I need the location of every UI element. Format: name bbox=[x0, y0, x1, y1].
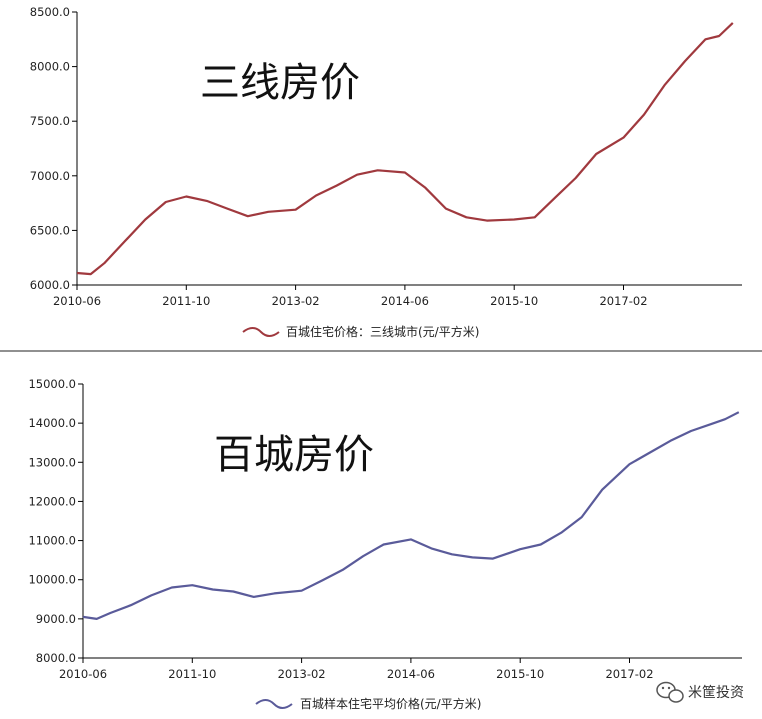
chart-hundred-city-prices: 8000.0 9000.0 10000.0 11000.0 12000.0 13000.0… bbox=[28, 377, 742, 711]
x-tick-label: 2015-10 bbox=[496, 667, 544, 681]
watermark: 米筐投资 bbox=[656, 681, 744, 703]
x-tick-label: 2017-02 bbox=[605, 667, 653, 681]
x-tick-label: 2010-06 bbox=[53, 294, 101, 308]
y-tick-label: 12000.0 bbox=[28, 494, 76, 508]
x-tick-label: 2014-06 bbox=[387, 667, 435, 681]
y-tick-label: 8000.0 bbox=[36, 651, 76, 665]
y-ticks: 6000.0 6500.0 7000.0 7500.0 8000.0 8500.0 bbox=[30, 5, 77, 292]
y-tick-label: 14000.0 bbox=[28, 416, 76, 430]
watermark-text: 米筐投资 bbox=[688, 684, 744, 701]
y-tick-label: 7500.0 bbox=[30, 114, 70, 128]
y-tick-label: 13000.0 bbox=[28, 455, 76, 469]
x-tick-label: 2010-06 bbox=[59, 667, 107, 681]
y-tick-label: 11000.0 bbox=[28, 534, 76, 548]
x-ticks: 2010-06 2011-10 2013-02 2014-06 2015-10 2017-… bbox=[59, 658, 654, 681]
x-tick-label: 2017-02 bbox=[599, 294, 647, 308]
x-tick-label: 2013-02 bbox=[272, 294, 320, 308]
x-tick-label: 2014-06 bbox=[381, 294, 429, 308]
y-tick-label: 9000.0 bbox=[36, 612, 76, 626]
legend: 百城样本住宅平均价格(元/平方米) bbox=[255, 696, 481, 711]
x-tick-label: 2011-10 bbox=[168, 667, 216, 681]
chart-title-hundred-city: 百城房价 bbox=[214, 432, 374, 478]
x-tick-label: 2015-10 bbox=[490, 294, 538, 308]
y-tick-label: 6000.0 bbox=[30, 278, 70, 292]
y-tick-label: 7000.0 bbox=[30, 169, 70, 183]
y-ticks: 8000.0 9000.0 10000.0 11000.0 12000.0 13000.0… bbox=[28, 377, 83, 665]
legend-label: 百城样本住宅平均价格(元/平方米) bbox=[300, 696, 481, 711]
legend-swatch bbox=[255, 699, 293, 709]
series-line-hundred-city bbox=[82, 411, 740, 620]
legend-label: 百城住宅价格：三线城市(元/平方米) bbox=[286, 324, 479, 339]
series-line-three-tier bbox=[76, 22, 734, 276]
wechat-icon bbox=[656, 681, 684, 703]
y-tick-label: 10000.0 bbox=[28, 573, 76, 587]
y-tick-label: 6500.0 bbox=[30, 223, 70, 237]
chart-title-three-tier: 三线房价 bbox=[200, 60, 360, 106]
y-tick-label: 8500.0 bbox=[30, 5, 70, 19]
legend: 百城住宅价格：三线城市(元/平方米) bbox=[242, 324, 479, 339]
x-ticks: 2010-06 2011-10 2013-02 2014-06 2015-10 2017-… bbox=[53, 285, 648, 308]
y-tick-label: 8000.0 bbox=[30, 60, 70, 74]
chart-three-tier-prices: 6000.0 6500.0 7000.0 7500.0 8000.0 8500.0 201… bbox=[30, 5, 742, 339]
legend-swatch bbox=[242, 327, 280, 337]
y-tick-label: 15000.0 bbox=[28, 377, 76, 391]
x-tick-label: 2011-10 bbox=[162, 294, 210, 308]
x-tick-label: 2013-02 bbox=[278, 667, 326, 681]
